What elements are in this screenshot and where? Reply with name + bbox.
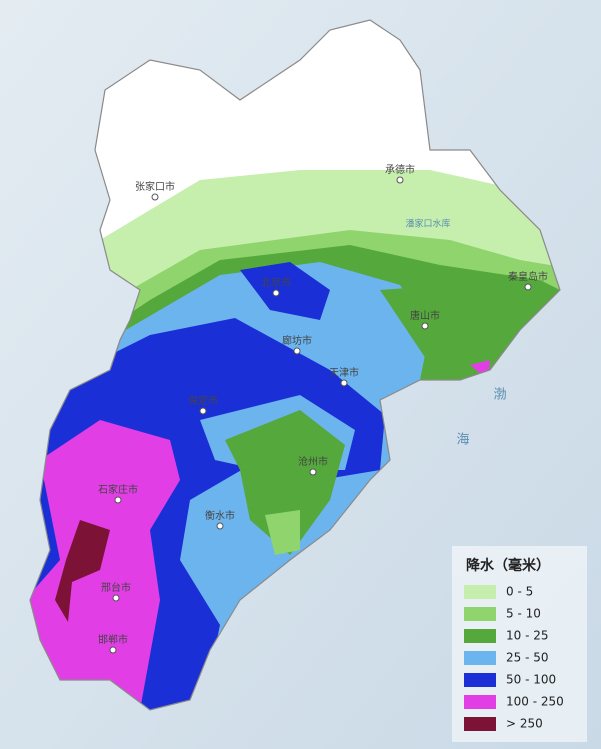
city-label: 天津市 xyxy=(329,366,359,379)
water-label: 海 xyxy=(456,433,469,448)
precip-region xyxy=(30,420,180,710)
precip-region xyxy=(265,510,300,555)
precip-region xyxy=(55,520,110,622)
legend-swatch xyxy=(464,585,496,599)
city-label: 唐山市 xyxy=(410,309,440,322)
legend-swatch xyxy=(464,695,496,709)
city-label: 承德市 xyxy=(385,163,415,176)
city-label: 衡水市 xyxy=(205,509,235,522)
legend-title: 降水（毫米） xyxy=(466,557,550,574)
city-label: 沧州市 xyxy=(298,455,328,468)
city-marker xyxy=(112,594,120,602)
city-marker xyxy=(421,322,429,330)
legend-box xyxy=(452,546,587,742)
city-marker xyxy=(114,496,122,504)
legend-swatch xyxy=(464,629,496,643)
legend-swatch xyxy=(464,651,496,665)
water-label: 潘家口水库 xyxy=(405,218,450,230)
precip-region xyxy=(380,285,520,380)
legend-swatch xyxy=(464,673,496,687)
precip-region xyxy=(240,262,330,320)
precip-region xyxy=(225,410,345,555)
city-label: 秦皇岛市 xyxy=(508,270,548,283)
city-label: 石家庄市 xyxy=(98,483,138,496)
legend-label: > 250 xyxy=(506,717,543,731)
city-label: 廊坊市 xyxy=(282,334,312,347)
city-marker xyxy=(109,646,117,654)
legend-swatch xyxy=(464,717,496,731)
city-label: 张家口市 xyxy=(135,180,175,193)
city-marker xyxy=(309,468,317,476)
legend-swatch xyxy=(464,607,496,621)
legend: 降水（毫米） 0 - 5 5 - 10 10 - 25 25 - 50 50 - 100… xyxy=(452,546,587,742)
city-label: 保定市 xyxy=(188,394,218,407)
legend-label: 5 - 10 xyxy=(506,607,541,621)
city-label: 邯郸市 xyxy=(98,633,128,646)
city-marker xyxy=(293,347,301,355)
city-label: 邢台市 xyxy=(101,581,131,594)
province-outline xyxy=(29,19,561,711)
legend-label: 25 - 50 xyxy=(506,651,549,665)
city-marker xyxy=(151,193,159,201)
city-marker xyxy=(216,522,224,530)
city-marker xyxy=(524,283,532,291)
legend-label: 100 - 250 xyxy=(506,695,564,709)
legend-label: 0 - 5 xyxy=(506,585,533,599)
city-label: 北京市 xyxy=(261,276,291,289)
water-label: 渤 xyxy=(493,387,506,403)
city-marker xyxy=(272,289,280,297)
city-marker xyxy=(396,176,404,184)
city-marker xyxy=(199,407,207,415)
legend-label: 10 - 25 xyxy=(506,629,549,643)
city-marker xyxy=(340,379,348,387)
legend-label: 50 - 100 xyxy=(506,673,556,687)
